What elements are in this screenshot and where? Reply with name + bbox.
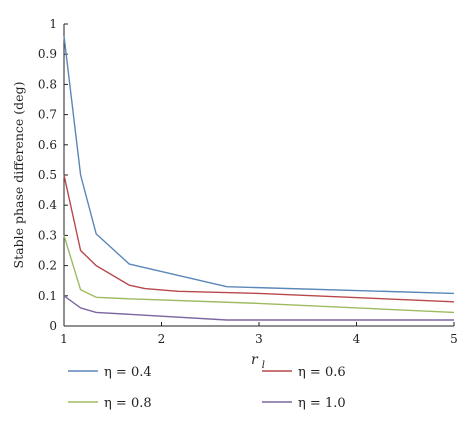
y-tick-label: 0.1 bbox=[38, 289, 57, 303]
x-axis-title-subscript: l bbox=[262, 360, 265, 371]
x-tick-label: 3 bbox=[255, 332, 263, 346]
legend: η = 0.4 η = 0.6 η = 0.8 η = 1.0 bbox=[68, 365, 346, 411]
x-axis-ticks: 1 2 3 4 5 bbox=[60, 322, 458, 346]
series-line-1 bbox=[63, 36, 455, 295]
legend-label-3: η = 0.8 bbox=[104, 396, 152, 411]
y-axis-title: Stable phase difference (deg) bbox=[11, 82, 26, 269]
y-tick-label: 0 bbox=[49, 319, 57, 333]
series-line-4 bbox=[63, 295, 454, 321]
legend-label-1: η = 0.4 bbox=[104, 365, 152, 380]
y-tick-label: 0.8 bbox=[38, 77, 57, 91]
y-tick-label: 0.9 bbox=[38, 47, 57, 61]
y-axis-ticks: 0 0.1 0.2 0.3 0.4 0.5 0.6 0.7 0.8 0.9 1 bbox=[38, 17, 68, 333]
legend-label-2: η = 0.6 bbox=[298, 365, 346, 380]
x-tick-label: 1 bbox=[60, 332, 68, 346]
y-tick-label: 0.6 bbox=[38, 138, 57, 152]
series-line-3 bbox=[63, 235, 455, 314]
plot-area: 0 0.1 0.2 0.3 0.4 0.5 0.6 0.7 0.8 0.9 1 1 2 3 4 5 bbox=[38, 17, 458, 346]
legend-label-4: η = 1.0 bbox=[298, 396, 346, 411]
y-tick-label: 0.4 bbox=[38, 198, 57, 212]
y-tick-label: 0.2 bbox=[38, 259, 57, 273]
x-tick-label: 4 bbox=[353, 332, 361, 346]
x-axis-title-main: r bbox=[251, 352, 259, 368]
x-tick-label: 2 bbox=[158, 332, 166, 346]
y-tick-label: 1 bbox=[49, 17, 57, 31]
x-tick-label: 5 bbox=[450, 332, 458, 346]
series-line-2 bbox=[63, 174, 455, 303]
y-tick-label: 0.3 bbox=[38, 228, 57, 242]
y-tick-label: 0.5 bbox=[38, 168, 57, 182]
x-axis-title: r l bbox=[251, 352, 265, 371]
series-lines bbox=[63, 36, 455, 321]
y-tick-label: 0.7 bbox=[38, 108, 57, 122]
